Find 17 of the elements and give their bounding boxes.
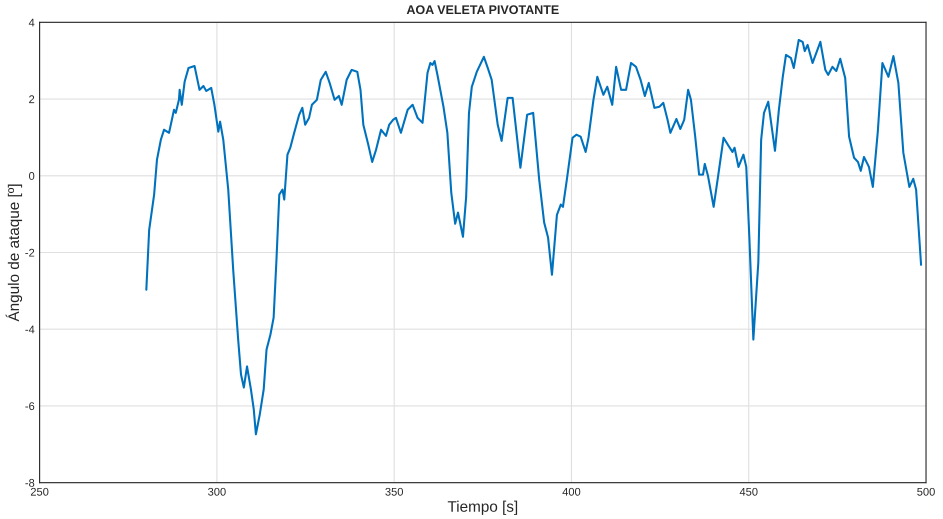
- x-tick-label: 500: [917, 488, 935, 496]
- x-tick-label: 350: [385, 488, 404, 496]
- y-tick-label: 2: [29, 95, 34, 104]
- x-tick-label: 300: [208, 488, 226, 496]
- y-tick-label: -4: [25, 326, 34, 334]
- chart-title: AOA VELETA PIVOTANTE: [406, 5, 559, 14]
- y-tick-label: -6: [25, 402, 34, 410]
- y-tick-label: 4: [28, 18, 34, 26]
- x-tick-label: 400: [562, 488, 580, 496]
- line-series: [145, 38, 922, 436]
- y-tick-label: -8: [25, 478, 34, 487]
- y-tick-label: -2: [25, 248, 34, 257]
- y-tick-label: 0: [29, 172, 34, 180]
- x-axis-title: Tiempo [s]: [448, 500, 518, 515]
- x-tick-label: 250: [30, 488, 48, 496]
- x-tick-label: 450: [740, 488, 758, 496]
- y-axis-title: Ángulo de ataque [º]: [6, 184, 22, 322]
